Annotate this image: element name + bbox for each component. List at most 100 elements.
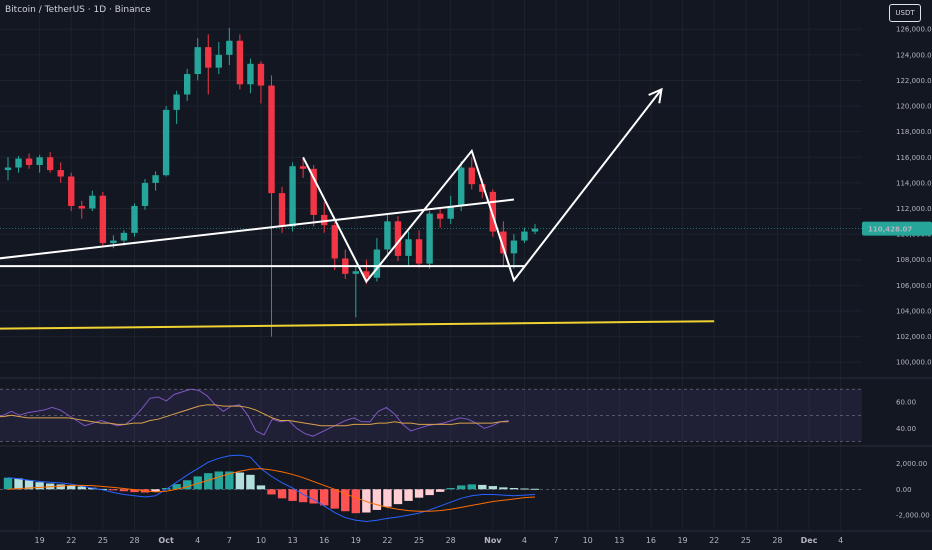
- macd-histogram-bar: [246, 474, 255, 490]
- macd-histogram-bar: [341, 489, 350, 512]
- price-tick-label: 100,000.00: [896, 359, 932, 367]
- date-tick-label: 7: [227, 536, 232, 545]
- price-tick-label: 106,000.00: [896, 282, 932, 290]
- date-tick-label: 28: [129, 536, 139, 545]
- candle-body: [436, 213, 444, 219]
- candle-body: [278, 193, 286, 227]
- date-tick-label: 7: [554, 536, 559, 545]
- date-tick-label: 10: [256, 536, 266, 545]
- macd-histogram-bar: [404, 489, 413, 501]
- candle-body: [215, 54, 222, 68]
- pattern-line: [302, 88, 663, 284]
- macd-histogram-bar: [362, 489, 371, 513]
- candle-body: [120, 232, 128, 241]
- macd-histogram-bar: [130, 489, 139, 493]
- current-price-tag: [862, 221, 932, 236]
- candle-body: [173, 94, 180, 110]
- candle-body: [352, 271, 360, 274]
- candle-body: [247, 63, 254, 85]
- macd-histogram-bar: [435, 489, 445, 492]
- candle-body: [25, 158, 33, 165]
- candle-body: [183, 74, 191, 95]
- candle-body: [4, 167, 12, 171]
- macd-histogram-bar: [151, 489, 160, 492]
- macd-histogram-bar: [77, 486, 86, 490]
- rsi-series-line: [0, 404, 509, 427]
- macd-histogram-bar: [509, 488, 519, 490]
- macd-histogram-bar: [425, 489, 434, 496]
- macd-histogram-bar: [193, 476, 202, 490]
- candle-body: [405, 239, 412, 256]
- date-tick-label: 22: [709, 536, 719, 545]
- candle-body: [99, 195, 107, 244]
- candle-body: [331, 225, 338, 259]
- candle-body: [78, 205, 85, 209]
- date-tick-label: 16: [319, 536, 329, 545]
- date-tick-label: 28: [772, 536, 782, 545]
- candle-body: [131, 205, 138, 233]
- candle-body: [46, 157, 54, 171]
- candle-body: [489, 191, 497, 232]
- macd-histogram-bar: [35, 482, 44, 490]
- macd-histogram-bar: [14, 478, 23, 490]
- price-tick-label: 124,000.00: [896, 51, 932, 59]
- macd-histogram-bar: [467, 484, 476, 490]
- candle-body: [500, 231, 507, 254]
- macd-histogram-bar: [330, 489, 339, 509]
- price-tick-label: 108,000.00: [896, 256, 932, 264]
- candle-body: [384, 221, 391, 250]
- date-tick-label: 25: [741, 536, 751, 545]
- current-price-label: 110,428.07: [868, 226, 912, 234]
- candle-body: [394, 221, 402, 256]
- date-tick-label: 19: [35, 536, 45, 545]
- macd-histogram-bar: [67, 485, 76, 490]
- macd-histogram-bar: [204, 473, 213, 490]
- macd-histogram-bar: [256, 485, 266, 490]
- macd-histogram-bar: [119, 489, 129, 492]
- macd-histogram-bar: [414, 489, 424, 498]
- date-tick-label: Oct: [158, 536, 174, 545]
- date-tick-label: 25: [98, 536, 108, 545]
- price-tick-label: 116,000.00: [896, 154, 932, 162]
- candle-body: [152, 175, 159, 183]
- macd-histogram-bar: [530, 488, 540, 490]
- date-tick-label: 16: [646, 536, 656, 545]
- macd-line: [7, 454, 536, 523]
- price-tick-label: 114,000.00: [896, 179, 932, 187]
- macd-histogram-bar: [277, 489, 287, 499]
- macd-tick-label: -2,000.00: [896, 512, 930, 520]
- candle-body: [236, 40, 244, 85]
- candle-body: [268, 85, 275, 194]
- candle-body: [162, 109, 170, 176]
- candle-body: [426, 213, 433, 264]
- macd-histogram-bar: [56, 484, 65, 490]
- currency-badge[interactable]: USDT: [889, 4, 921, 22]
- candle-body: [531, 228, 539, 232]
- candle-body: [373, 249, 381, 278]
- macd-tick-label: 2,000.00: [896, 460, 927, 468]
- macd-histogram-bar: [520, 488, 529, 490]
- macd-histogram-bar: [488, 486, 498, 490]
- candle-body: [141, 182, 149, 206]
- candle-body: [479, 184, 486, 192]
- date-tick-label: 22: [382, 536, 392, 545]
- macd-histogram-bar: [98, 488, 108, 490]
- macd-histogram-bar: [88, 487, 97, 490]
- date-tick-label: 19: [351, 536, 361, 545]
- macd-histogram-bar: [235, 472, 245, 490]
- rsi-tick-label: 60.00: [896, 399, 916, 407]
- macd-histogram-bar: [457, 485, 466, 490]
- candle-body: [447, 205, 454, 219]
- macd-histogram-bar: [298, 489, 308, 503]
- candle-body: [458, 167, 465, 206]
- candle-body: [310, 168, 317, 215]
- date-tick-label: 19: [677, 536, 687, 545]
- macd-tick-label: 0.00: [896, 486, 912, 494]
- date-tick-label: 10: [583, 536, 593, 545]
- macd-histogram-bar: [446, 488, 455, 490]
- candle-body: [36, 157, 43, 165]
- candle-body: [110, 240, 117, 244]
- macd-histogram-bar: [24, 480, 34, 490]
- candle-body: [15, 158, 22, 168]
